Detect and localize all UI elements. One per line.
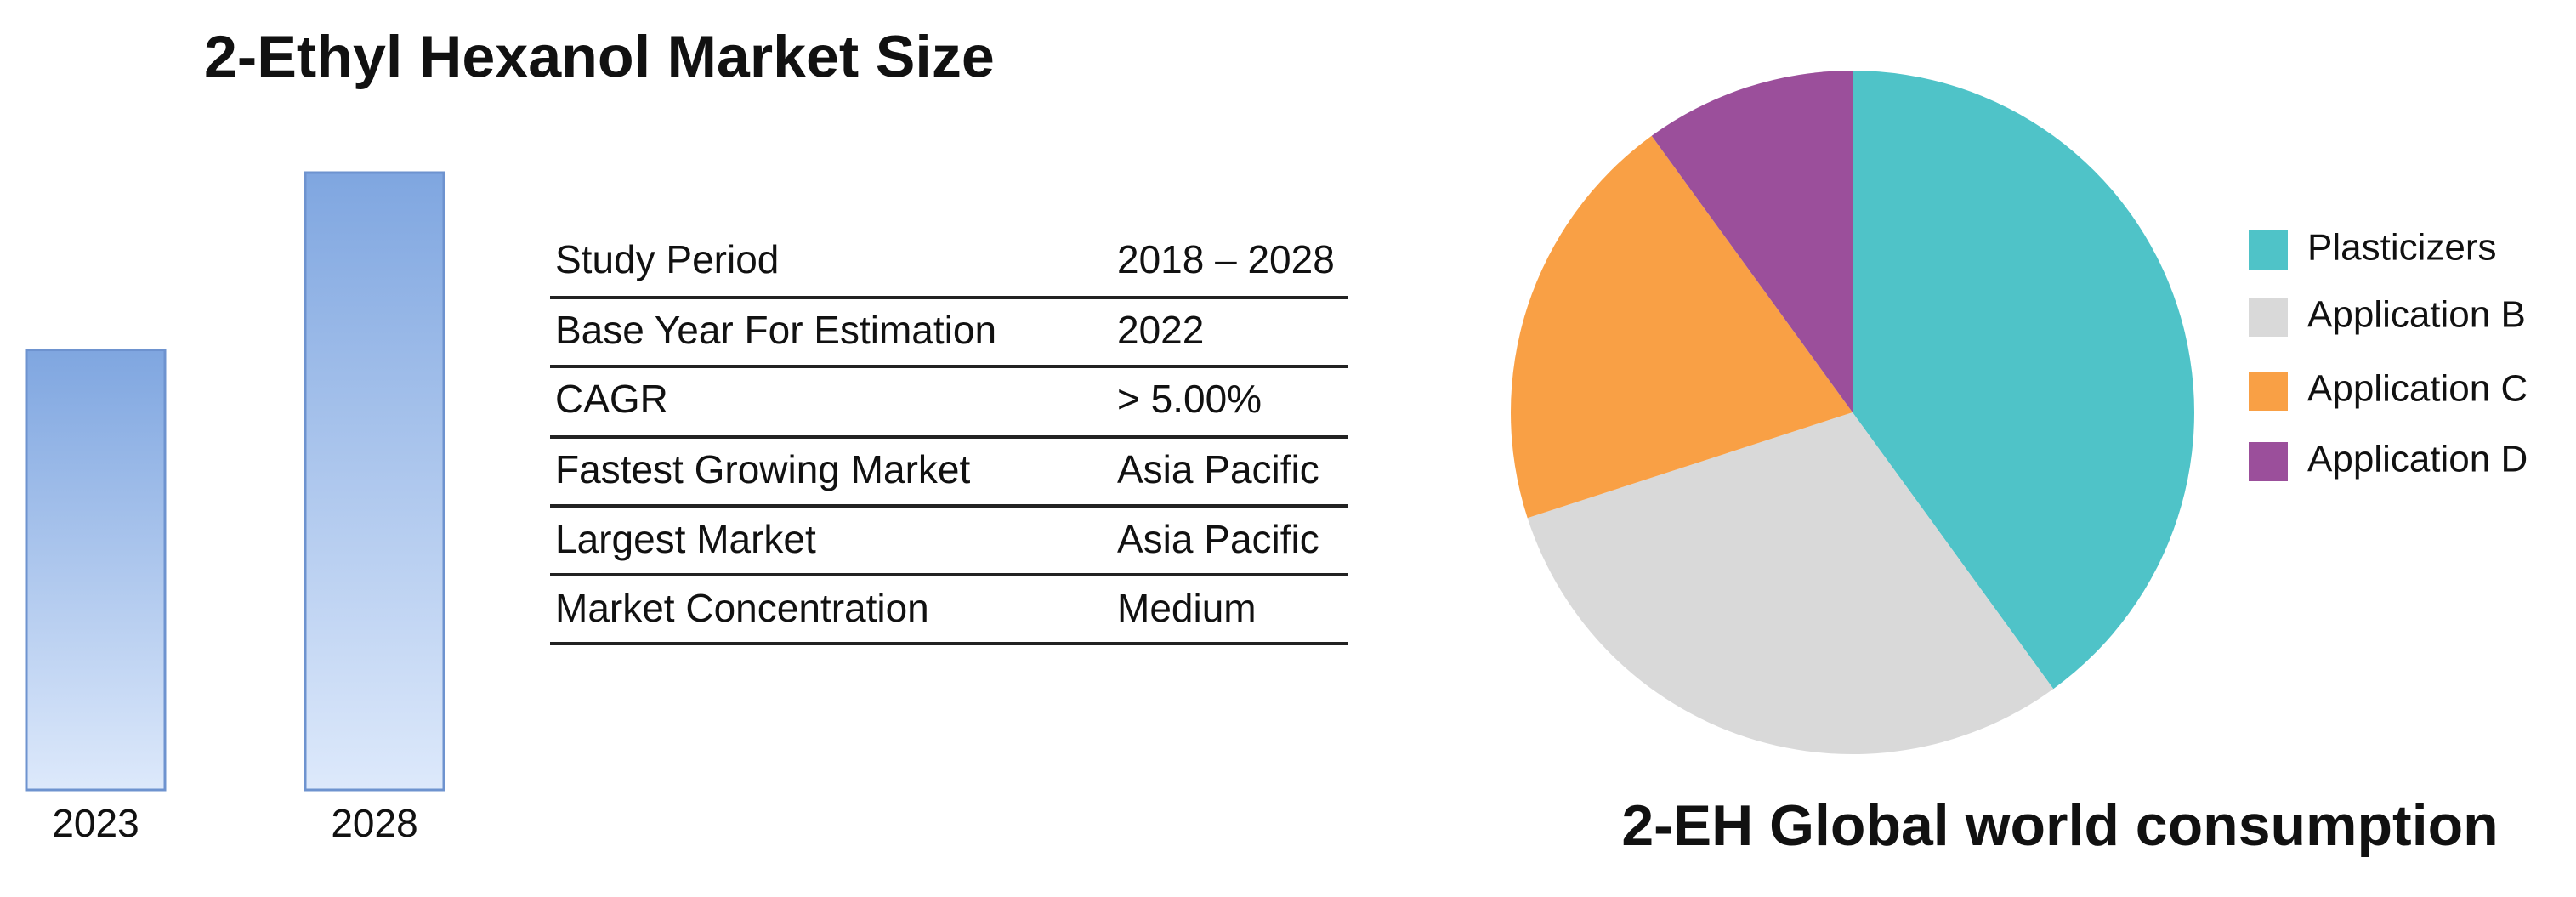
pie-slice bbox=[1651, 70, 1853, 412]
legend-swatch bbox=[2249, 230, 2288, 270]
table-value: Asia Pacific bbox=[1117, 517, 1319, 561]
legend-swatch bbox=[2249, 442, 2288, 481]
table-value: 2022 bbox=[1117, 308, 1204, 352]
table-label: Base Year For Estimation bbox=[555, 308, 996, 352]
table-value: > 5.00% bbox=[1117, 377, 1262, 421]
table-label: Study Period bbox=[555, 237, 779, 281]
table-label: Largest Market bbox=[555, 517, 816, 561]
legend-swatch bbox=[2249, 372, 2288, 411]
pie-slice bbox=[1853, 71, 2195, 690]
table-label: Market Concentration bbox=[555, 586, 929, 630]
table-value: Medium bbox=[1117, 586, 1257, 630]
pie-chart-title: 2-EH Global world consumption bbox=[1621, 793, 2498, 858]
bar bbox=[304, 171, 445, 792]
pie-slice bbox=[1511, 135, 1853, 519]
bar bbox=[25, 349, 167, 792]
legend-label: Application B bbox=[2307, 294, 2526, 336]
legend-swatch bbox=[2249, 298, 2288, 337]
legend-label: Application D bbox=[2307, 439, 2528, 480]
legend-label: Application C bbox=[2307, 368, 2528, 410]
table-label: Fastest Growing Market bbox=[555, 447, 970, 491]
x-tick-label: 2028 bbox=[331, 801, 417, 845]
x-tick-label: 2023 bbox=[52, 801, 139, 845]
bar-chart-title: 2-Ethyl Hexanol Market Size bbox=[204, 23, 995, 89]
table-label: CAGR bbox=[555, 377, 668, 421]
table-value: Asia Pacific bbox=[1117, 447, 1319, 491]
legend-label: Plasticizers bbox=[2307, 227, 2497, 269]
table-value: 2018 – 2028 bbox=[1117, 237, 1335, 281]
pie-slice bbox=[1527, 412, 2054, 755]
